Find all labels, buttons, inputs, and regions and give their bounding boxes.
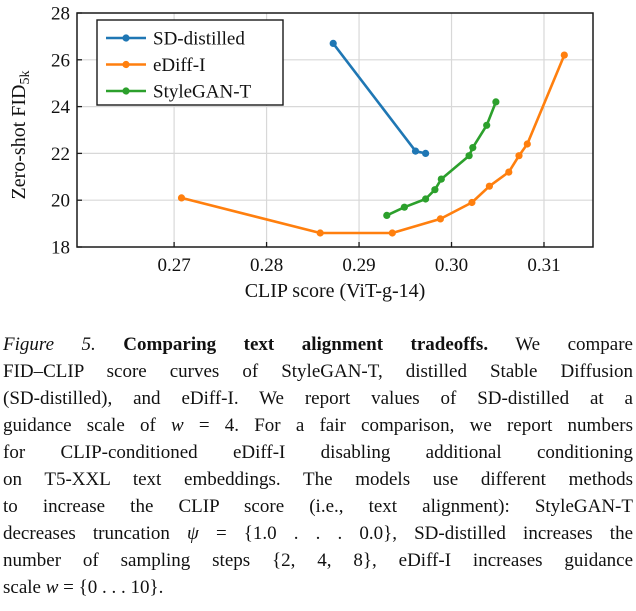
caption-math-symbol: ψ [187,523,199,544]
series-stylegan-t [383,98,500,219]
caption-text: (SD-distilled), and eDiff-I. We report v… [3,388,633,409]
x-tick-label: 0.30 [435,255,468,276]
data-point-ediff-i [388,229,396,237]
legend-label-ediff-i: eDiff-I [153,55,205,76]
caption-line: to increase the CLIP score (i.e., text a… [3,493,633,520]
caption-text: decreases truncation [3,523,188,544]
series-line-ediff-i [180,53,566,235]
y-tick-label: 24 [51,97,71,118]
data-point-stylegan-t [465,152,473,160]
legend-marker-sd-distilled [122,34,130,42]
series-line-stylegan-t [385,100,498,217]
caption-text: for CLIP-conditioned eDiff-I disabling a… [3,442,633,463]
x-tick-label: 0.27 [157,255,190,276]
data-point-ediff-i [177,194,186,202]
y-tick-label: 28 [51,4,70,25]
figure-caption: Figure 5. Comparing text alignment trade… [0,331,636,601]
y-tick-label: 22 [51,144,70,165]
data-point-stylegan-t [492,98,500,106]
legend-label-sd-distilled: SD-distilled [153,29,245,50]
fid-clip-chart: 0.27 0.28 0.29 0.30 0.31 18 20 22 24 26 28 CLIP sco… [8,4,594,302]
caption-line: on T5-XXL text embeddings. The models us… [3,466,633,493]
x-tick-label: 0.29 [342,255,375,276]
legend-label-stylegan-t: StyleGAN-T [153,82,252,103]
caption-line: FID–CLIP score curves of StyleGAN-T, dis… [3,358,633,385]
chart-canvas: 0.27 0.28 0.29 0.30 0.31 18 20 22 24 26 28 CLIP sco… [8,4,594,302]
caption-line: for CLIP-conditioned eDiff-I disabling a… [3,439,633,466]
caption-text: guidance scale of [3,415,171,436]
legend-item-stylegan-t: StyleGAN-T [106,82,252,103]
caption-text: on T5-XXL text embeddings. The models us… [3,469,633,490]
caption-math-symbol: w [170,415,184,436]
data-point-ediff-i [523,140,531,148]
data-point-stylegan-t [431,186,439,194]
caption-text: FID–CLIP score curves of StyleGAN-T, dis… [3,361,633,382]
series-ediff-i [177,51,568,237]
data-point-stylegan-t [483,121,491,129]
caption-line: scale w = {0 . . . 10}. [3,574,633,601]
caption-line: number of sampling steps {2, 4, 8}, eDif… [3,547,633,574]
caption-figure-label: Figure 5. [3,334,96,355]
caption-text: = {1.0 . . . 0.0}, SD-distilled increase… [198,523,633,544]
caption-text: = {0 . . . 10}. [58,577,164,598]
caption-line: decreases truncation ψ = {1.0 . . . 0.0}… [3,520,633,547]
y-tick-label: 20 [51,191,70,212]
data-point-ediff-i [485,182,493,190]
data-point-sd-distilled [422,149,430,157]
data-point-stylegan-t [422,195,430,203]
y-tick-label: 18 [51,238,70,259]
y-axis-title: Zero-shot FID5k [8,71,33,200]
data-point-ediff-i [316,229,324,237]
y-tick-label: 26 [51,50,70,71]
data-point-ediff-i [560,51,568,59]
caption-text: scale [3,577,46,598]
plot-frame [76,12,594,248]
data-point-stylegan-t [400,203,408,211]
data-point-ediff-i [436,215,444,223]
y-axis-title-subscript: 5k [18,71,33,85]
caption-line: Figure 5. Comparing text alignment trade… [3,331,633,358]
legend-marker-ediff-i [122,60,130,69]
caption-text [96,334,124,355]
data-point-sd-distilled [411,147,420,155]
caption-text: = 4. For a fair comparison, we report nu… [183,415,633,436]
caption-line: (SD-distilled), and eDiff-I. We report v… [3,385,633,412]
caption-math-symbol: w [45,577,59,598]
legend-item-sd-distilled: SD-distilled [106,29,245,50]
x-tick-label: 0.31 [527,255,560,276]
caption-bold-title: Comparing text alignment tradeoffs. [123,334,489,355]
x-axis-title: CLIP score (ViT-g-14) [245,280,426,302]
legend-marker-stylegan-t [122,87,130,95]
data-point-stylegan-t [383,211,391,219]
data-point-stylegan-t [437,175,445,183]
data-point-ediff-i [505,168,513,176]
caption-text: number of sampling steps {2, 4, 8}, eDif… [3,550,633,571]
data-point-ediff-i [468,198,476,207]
caption-text: to increase the CLIP score (i.e., text a… [3,496,633,517]
data-point-ediff-i [515,152,523,160]
data-point-sd-distilled [329,39,337,48]
series-sd-distilled [329,39,430,157]
legend-item-ediff-i: eDiff-I [106,55,205,76]
legend: SD-distilled eDiff-I StyleGAN-T [96,19,284,106]
data-point-stylegan-t [469,144,477,152]
x-tick-label: 0.28 [250,255,283,276]
caption-text: We compare [488,334,633,355]
caption-line: guidance scale of w = 4. For a fair comp… [3,412,633,439]
